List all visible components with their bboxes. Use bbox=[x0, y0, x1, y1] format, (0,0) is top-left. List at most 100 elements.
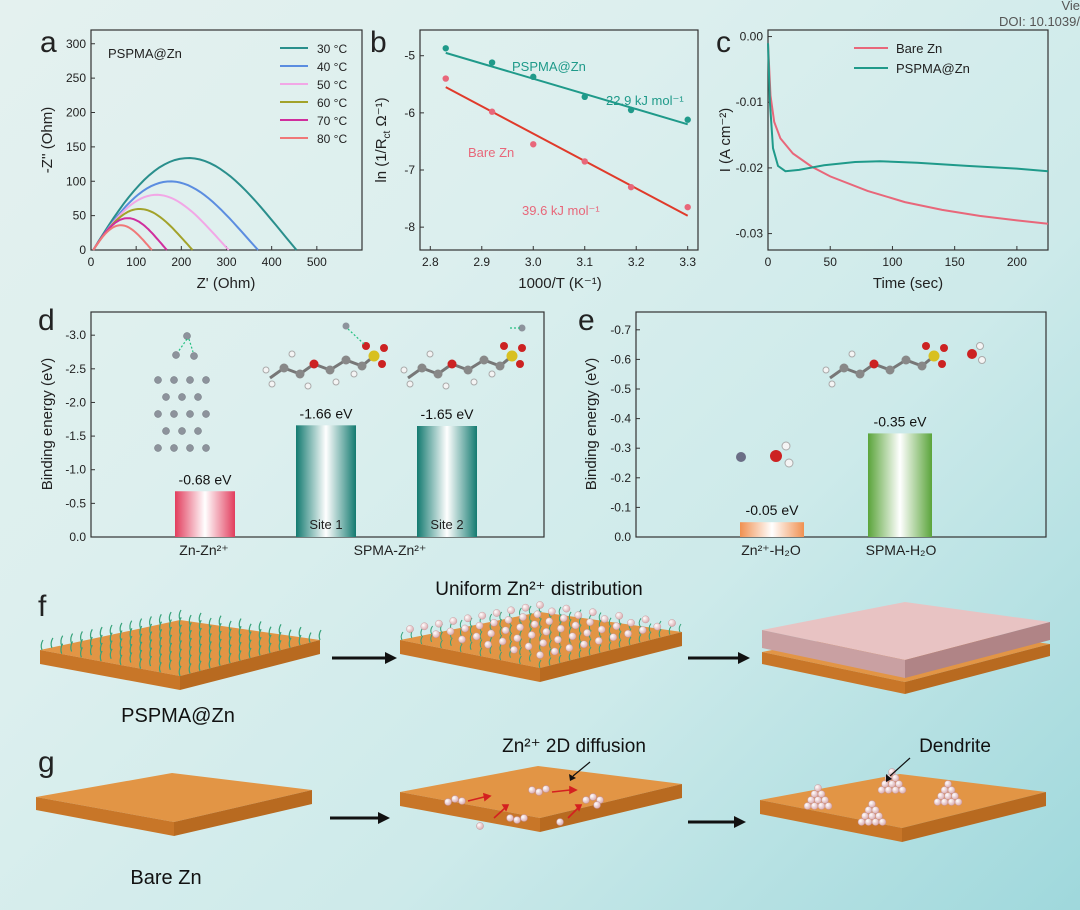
schematic-g: Zn²⁺ 2D diffusion Dendrite Bare Zn bbox=[36, 736, 1046, 889]
polymer-brush-chain bbox=[539, 625, 542, 635]
legend-label: 70 °C bbox=[317, 114, 347, 128]
polymer-brush-chain bbox=[519, 655, 522, 665]
polymer-brush-chain bbox=[80, 638, 84, 650]
polymer-brush-chain bbox=[400, 631, 404, 641]
polymer-brush-chain bbox=[159, 636, 163, 648]
polymer-brush-chain bbox=[298, 626, 302, 638]
zn-ion-sphere bbox=[478, 611, 487, 620]
zn-ion-sphere bbox=[501, 626, 510, 635]
panel-a-annotation: PSPMA@Zn bbox=[108, 46, 182, 61]
polymer-brush-chain bbox=[238, 618, 242, 629]
polymer-brush-chain bbox=[588, 638, 592, 647]
data-point-pspma bbox=[530, 73, 537, 81]
polymer-brush-chain bbox=[568, 652, 572, 661]
polymer-brush-chain bbox=[608, 641, 612, 651]
zn-ion-sphere bbox=[539, 639, 548, 647]
polymer-brush-chain bbox=[228, 620, 232, 632]
dendrite-sphere bbox=[895, 780, 903, 788]
polymer-brush-chain bbox=[99, 642, 103, 654]
dendrite-sphere bbox=[891, 786, 900, 794]
panel-d-ylabel: Binding energy (eV) bbox=[39, 358, 56, 491]
energy-bar-2 bbox=[868, 433, 932, 537]
zn-ion-sphere bbox=[545, 617, 554, 626]
dendrite-sphere bbox=[944, 792, 952, 800]
polymer-brush-chain bbox=[638, 618, 642, 627]
polymer-brush-chain bbox=[539, 618, 542, 627]
polymer-brush-chain bbox=[228, 644, 232, 655]
zn-ion-sphere bbox=[557, 624, 565, 633]
polymer-brush-chain bbox=[450, 637, 453, 647]
polymer-brush-chain bbox=[89, 644, 93, 656]
panel-b-arrhenius-plot: 2.8 2.9 3.0 3.1 3.2 3.3 -5 -6 -7 -8 PSPMA@Zn Bare… bbox=[373, 29, 699, 292]
panel-a-xtick-label: 300 bbox=[216, 255, 236, 269]
bar-value-label: -0.68 eV bbox=[179, 471, 233, 487]
panel-e-ytick-label: 0.0 bbox=[614, 530, 631, 544]
polymer-brush-chain bbox=[248, 631, 252, 642]
polymer-brush-chain bbox=[169, 650, 172, 662]
dendrite-sphere bbox=[810, 802, 819, 810]
panel-c-frame bbox=[767, 29, 1049, 251]
zn-ion-sphere bbox=[484, 640, 492, 649]
panel-b-ylabel: ln (1/Rct Ω⁻¹) bbox=[373, 97, 393, 182]
polymer-brush-chain bbox=[529, 612, 532, 622]
polymer-brush-chain bbox=[89, 636, 93, 648]
zn-ion-sphere bbox=[554, 635, 562, 644]
panel-d-ytick-label: -2.0 bbox=[65, 395, 86, 409]
activation-energy-pspma: 22.9 kJ mol⁻¹ bbox=[606, 93, 684, 108]
dendrite-sphere bbox=[951, 792, 959, 800]
dendrite-sphere bbox=[937, 792, 945, 800]
dendrite-sphere bbox=[807, 796, 815, 804]
zn-ion-sphere bbox=[458, 635, 466, 644]
panel-e-frame bbox=[635, 311, 1047, 538]
polymer-brush-chain bbox=[189, 645, 192, 657]
group-label-zn-zn: Zn-Zn²⁺ bbox=[179, 542, 228, 558]
polymer-brush-chain bbox=[109, 640, 113, 651]
polymer-brush-chain bbox=[159, 644, 163, 656]
spma-molecule-site1 bbox=[262, 322, 388, 390]
polymer-brush-chain bbox=[139, 641, 143, 653]
bar-value-label: -0.35 eV bbox=[874, 413, 928, 429]
zn-ion-sphere bbox=[536, 651, 544, 659]
polymer-brush-chain bbox=[618, 630, 622, 640]
zn-ion-sphere bbox=[432, 630, 440, 639]
fit-line-pspma bbox=[445, 51, 688, 126]
zn-ion-sphere bbox=[516, 623, 524, 632]
caption-2d-diffusion: Zn²⁺ 2D diffusion bbox=[502, 736, 646, 757]
dendrite-sphere bbox=[940, 786, 949, 794]
caption-pspma-zn: PSPMA@Zn bbox=[121, 705, 235, 727]
polymer-brush-chain bbox=[169, 619, 172, 630]
zn-ion-sphere bbox=[638, 626, 647, 634]
zn-ion-sphere bbox=[612, 622, 621, 631]
caption-dendrite: Dendrite bbox=[919, 736, 991, 757]
zn-ion-sphere bbox=[498, 637, 507, 646]
polymer-brush-chain bbox=[238, 625, 242, 637]
polymer-brush-chain bbox=[648, 623, 652, 632]
zn-ion-sphere bbox=[562, 604, 571, 613]
dendrite-sphere bbox=[868, 812, 876, 820]
polymer-brush-chain bbox=[558, 613, 562, 623]
panel-b-xtick-label: 3.3 bbox=[679, 255, 696, 269]
group-label-spma-h2o: SPMA-H₂O bbox=[866, 542, 937, 558]
polymer-brush-chain bbox=[548, 648, 552, 657]
polymer-brush-chain bbox=[109, 632, 113, 643]
view-link[interactable]: Vie bbox=[1061, 0, 1080, 13]
zn-ion-sphere bbox=[542, 628, 551, 636]
polymer-brush-chain bbox=[479, 647, 483, 657]
panel-c-xtick-label: 0 bbox=[765, 255, 772, 269]
zn-water-structure bbox=[736, 441, 794, 468]
zn-ion-sphere bbox=[571, 621, 580, 630]
panel-a-ylabel: -Z'' (Ohm) bbox=[39, 107, 56, 174]
polymer-brush-chain bbox=[499, 619, 503, 628]
zn-ion-sphere bbox=[668, 619, 676, 627]
polymer-brush-chain bbox=[318, 629, 322, 641]
polymer-brush-chain bbox=[420, 635, 424, 645]
polymer-brush-chain bbox=[208, 641, 212, 652]
polymer-brush-chain bbox=[198, 643, 202, 655]
dendrite-sphere bbox=[884, 786, 893, 794]
zn-ion-sphere bbox=[461, 624, 469, 633]
panel-c-ytick-label: -0.01 bbox=[736, 95, 764, 109]
panel-label-d: d bbox=[38, 304, 55, 337]
panel-label-b: b bbox=[370, 26, 387, 59]
